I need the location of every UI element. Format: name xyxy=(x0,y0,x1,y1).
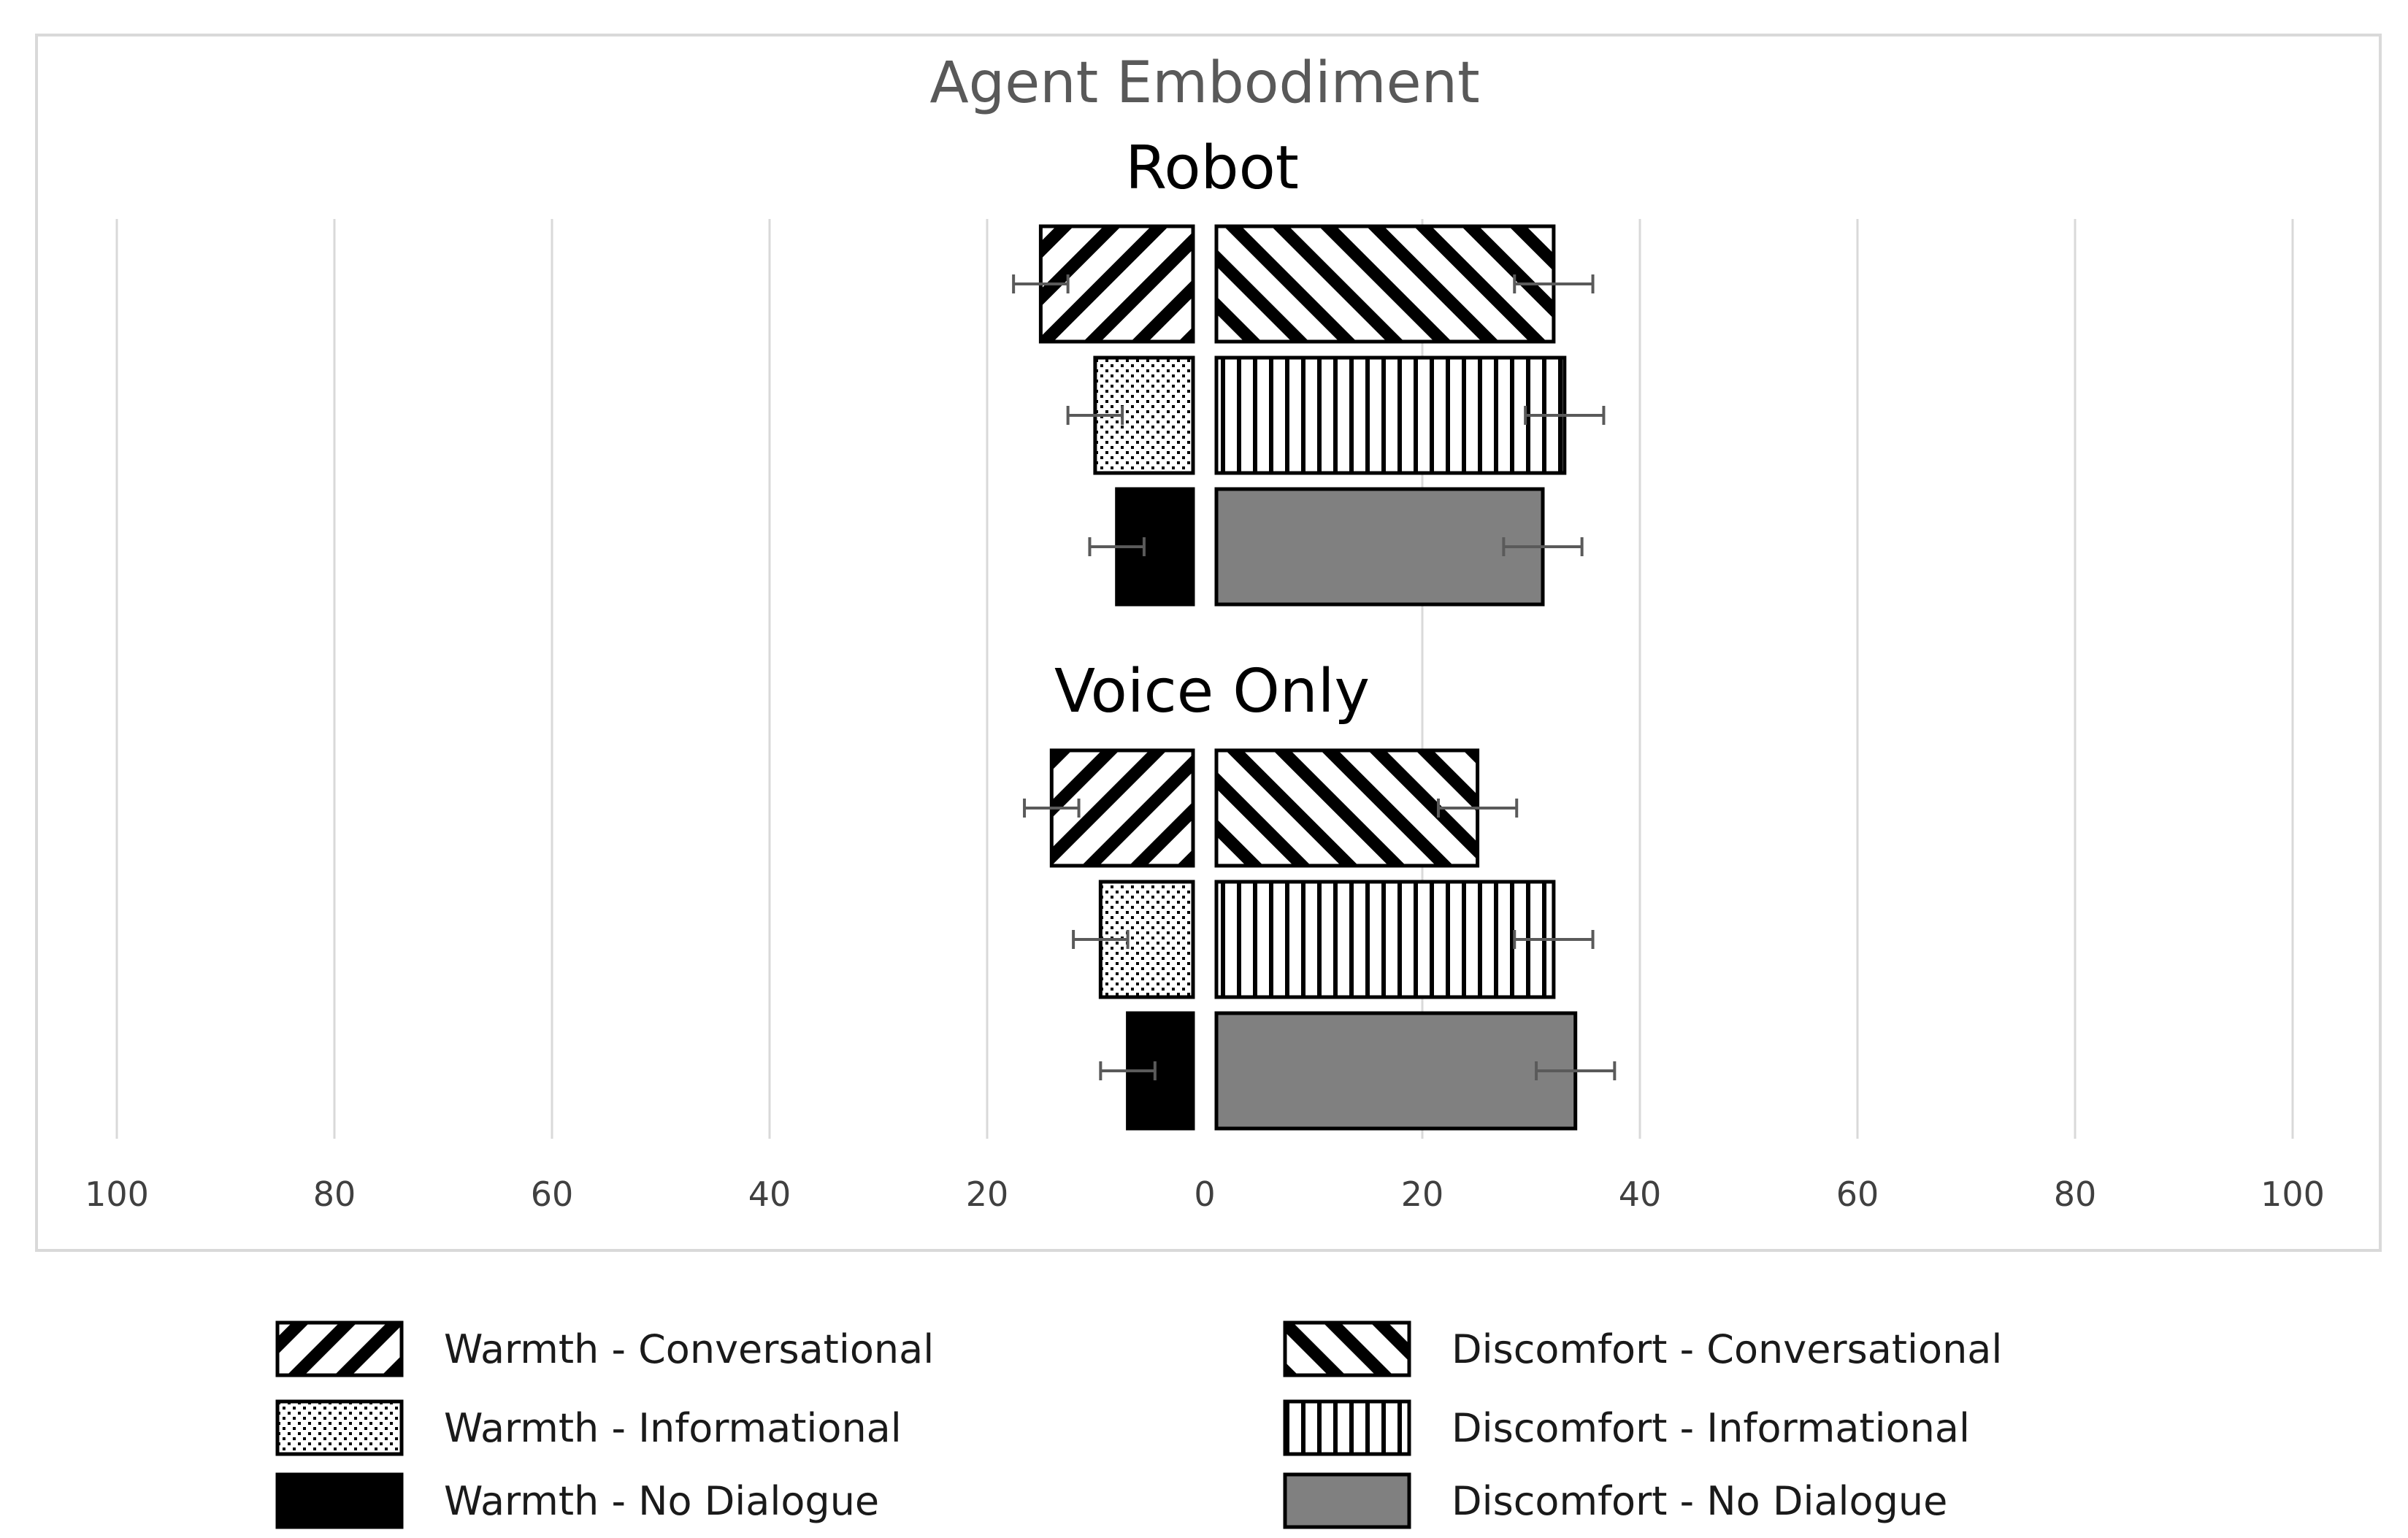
chart-frame xyxy=(35,34,2382,1252)
bar-discomfort-none xyxy=(1214,1011,1578,1131)
x-tick-label: 100 xyxy=(85,1174,149,1214)
bar-warmth-conv xyxy=(1038,224,1195,344)
legend-swatch xyxy=(275,1472,404,1529)
x-tick-label: 40 xyxy=(1619,1174,1662,1214)
x-axis-tick-labels: 100 80 60 40 20 0 20 40 60 80 100 xyxy=(85,1174,2325,1214)
legend-label: Discomfort - No Dialogue xyxy=(1452,1478,1947,1524)
bar-discomfort-info xyxy=(1214,880,1556,999)
x-tick-label: 20 xyxy=(1401,1174,1444,1214)
x-tick-label: 60 xyxy=(1836,1174,1879,1214)
bar-discomfort-conv xyxy=(1214,224,1556,344)
legend-swatch xyxy=(275,1399,404,1456)
x-tick-label: 80 xyxy=(2054,1174,2097,1214)
legend-label: Warmth - No Dialogue xyxy=(444,1478,879,1524)
legend-swatch xyxy=(1283,1399,1411,1456)
legend-swatch xyxy=(1283,1472,1411,1529)
x-tick-label: 60 xyxy=(531,1174,574,1214)
bar-discomfort-conv xyxy=(1214,748,1480,868)
group-label: Voice Only xyxy=(1054,657,1370,726)
x-tick-label: 20 xyxy=(966,1174,1009,1214)
legend-label: Warmth - Informational xyxy=(444,1405,902,1451)
legend: Warmth - Conversational Discomfort - Conv… xyxy=(275,1320,2002,1529)
x-tick-label: 80 xyxy=(313,1174,356,1214)
bar-discomfort-none xyxy=(1214,487,1545,607)
group-labels: Robot Voice Only xyxy=(1054,134,1370,726)
legend-label: Discomfort - Informational xyxy=(1452,1405,1970,1451)
legend-label: Warmth - Conversational xyxy=(444,1326,934,1372)
x-tick-label: 0 xyxy=(1194,1174,1215,1214)
bar-discomfort-info xyxy=(1214,355,1567,475)
bars xyxy=(1038,224,1578,1131)
x-tick-label: 100 xyxy=(2261,1174,2325,1214)
legend-swatch xyxy=(1283,1320,1411,1377)
x-tick-label: 40 xyxy=(748,1174,791,1214)
group-label: Robot xyxy=(1125,134,1299,203)
error-bars xyxy=(1012,274,1617,1080)
legend-swatch xyxy=(275,1320,404,1377)
chart-title: Agent Embodiment xyxy=(929,50,1479,116)
legend-label: Discomfort - Conversational xyxy=(1452,1326,2002,1372)
